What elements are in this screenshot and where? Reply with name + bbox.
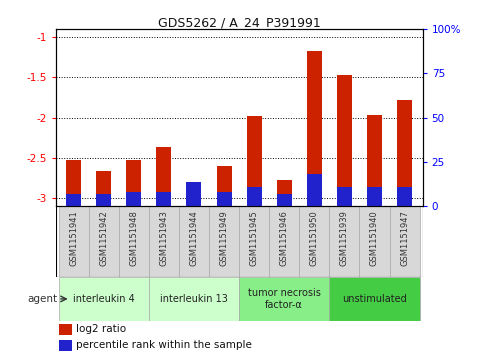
Bar xyxy=(299,206,329,277)
Bar xyxy=(367,187,382,206)
Bar xyxy=(66,194,81,206)
Text: agent: agent xyxy=(27,294,57,304)
Text: GSM1151948: GSM1151948 xyxy=(129,210,138,266)
Bar xyxy=(119,206,149,277)
Bar xyxy=(149,277,239,321)
Text: GSM1151947: GSM1151947 xyxy=(400,210,409,266)
Bar xyxy=(216,192,231,206)
Bar xyxy=(66,160,81,206)
Bar xyxy=(156,192,171,206)
Bar xyxy=(149,206,179,277)
Bar xyxy=(329,206,359,277)
Bar xyxy=(359,206,389,277)
Text: GSM1151946: GSM1151946 xyxy=(280,210,289,266)
Text: interleukin 4: interleukin 4 xyxy=(73,294,135,304)
Text: percentile rank within the sample: percentile rank within the sample xyxy=(76,340,252,350)
Text: log2 ratio: log2 ratio xyxy=(76,325,126,334)
Bar xyxy=(367,115,382,206)
Bar xyxy=(59,324,72,335)
Text: GSM1151939: GSM1151939 xyxy=(340,210,349,266)
Bar xyxy=(209,206,239,277)
Bar xyxy=(337,75,352,206)
Text: GSM1151945: GSM1151945 xyxy=(250,210,258,266)
Bar xyxy=(397,100,412,206)
Bar xyxy=(58,277,149,321)
Bar xyxy=(239,206,269,277)
Bar xyxy=(277,180,292,206)
Bar xyxy=(277,194,292,206)
Bar xyxy=(156,147,171,206)
Text: GSM1151950: GSM1151950 xyxy=(310,210,319,266)
Bar xyxy=(389,206,420,277)
Bar xyxy=(186,200,201,206)
Bar xyxy=(58,206,89,277)
Text: GSM1151941: GSM1151941 xyxy=(69,210,78,266)
Text: GSM1151943: GSM1151943 xyxy=(159,210,169,266)
Text: GSM1151949: GSM1151949 xyxy=(220,210,228,266)
Bar xyxy=(216,166,231,206)
Text: tumor necrosis
factor-α: tumor necrosis factor-α xyxy=(248,288,321,310)
Bar xyxy=(89,206,119,277)
Bar xyxy=(186,182,201,206)
Bar xyxy=(269,206,299,277)
Bar xyxy=(96,171,111,206)
Text: GSM1151942: GSM1151942 xyxy=(99,210,108,266)
Bar xyxy=(337,187,352,206)
Bar xyxy=(126,160,142,206)
Bar xyxy=(239,277,329,321)
Bar xyxy=(179,206,209,277)
Bar xyxy=(96,194,111,206)
Text: unstimulated: unstimulated xyxy=(342,294,407,304)
Bar xyxy=(329,277,420,321)
Text: GDS5262 / A_24_P391991: GDS5262 / A_24_P391991 xyxy=(158,16,320,29)
Bar xyxy=(247,116,262,206)
Bar xyxy=(397,187,412,206)
Bar xyxy=(307,51,322,206)
Text: GSM1151940: GSM1151940 xyxy=(370,210,379,266)
Text: interleukin 13: interleukin 13 xyxy=(160,294,228,304)
Bar xyxy=(126,192,142,206)
Text: GSM1151944: GSM1151944 xyxy=(189,210,199,266)
Bar xyxy=(59,339,72,351)
Bar xyxy=(307,175,322,206)
Bar xyxy=(247,187,262,206)
